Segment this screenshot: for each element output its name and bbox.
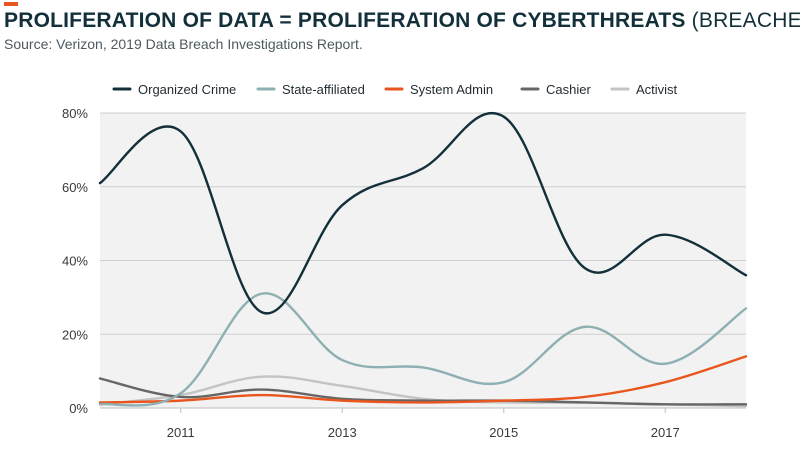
legend-label-organized-crime: Organized Crime: [138, 82, 236, 97]
series-line-state-affiliated: [98, 292, 748, 407]
y-tick-label: 80%: [62, 106, 88, 121]
y-tick-label: 0%: [69, 401, 88, 416]
legend-label-system-admin: System Admin: [410, 82, 493, 97]
accent-bar: [4, 2, 18, 6]
chart-subtitle: Source: Verizon, 2019 Data Breach Invest…: [4, 36, 363, 52]
y-tick-label: 20%: [62, 327, 88, 342]
x-tick-label: 2017: [651, 425, 680, 440]
y-tick-label: 40%: [62, 254, 88, 269]
chart-title: PROLIFERATION OF DATA = PROLIFERATION OF…: [4, 8, 800, 34]
x-tick-label: 2011: [167, 425, 195, 440]
legend-label-state-affiliated: State-affiliated: [282, 82, 365, 97]
x-tick-label: 2015: [489, 425, 518, 440]
y-tick-label: 60%: [62, 180, 88, 195]
series-line-organized-crime: [98, 111, 748, 315]
legend-label-cashier: Cashier: [546, 82, 591, 97]
series-line-cashier: [98, 377, 748, 406]
legend-label-activist: Activist: [636, 82, 678, 97]
x-tick-label: 2013: [328, 425, 357, 440]
title-main: PROLIFERATION OF DATA = PROLIFERATION OF…: [4, 9, 686, 32]
series-line-system-admin: [98, 355, 748, 404]
